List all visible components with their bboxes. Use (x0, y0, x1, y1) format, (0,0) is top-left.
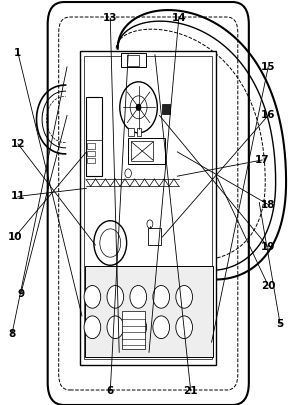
Circle shape (107, 316, 124, 339)
Circle shape (153, 286, 170, 308)
Circle shape (176, 286, 193, 308)
Text: 5: 5 (277, 319, 284, 329)
Bar (128, 128, 134, 136)
Bar (131, 141, 153, 161)
Text: 14: 14 (171, 13, 186, 23)
Bar (86, 97, 102, 176)
Text: 11: 11 (11, 192, 25, 201)
Bar (127, 55, 139, 66)
Text: 17: 17 (255, 155, 270, 165)
Bar (121, 53, 146, 67)
Circle shape (136, 104, 141, 110)
Text: 12: 12 (11, 139, 25, 149)
Text: 18: 18 (261, 200, 275, 209)
Text: 16: 16 (261, 111, 275, 120)
Circle shape (147, 220, 153, 228)
Bar (85, 266, 213, 357)
Bar (80, 51, 216, 364)
Bar (162, 104, 170, 114)
Circle shape (84, 316, 101, 339)
FancyBboxPatch shape (48, 2, 249, 405)
Bar (137, 128, 141, 136)
Circle shape (176, 316, 193, 339)
Bar (87, 151, 95, 156)
Circle shape (130, 96, 147, 119)
Text: 1: 1 (14, 48, 21, 58)
Text: 13: 13 (103, 13, 117, 23)
Bar (87, 158, 95, 163)
Circle shape (100, 229, 121, 257)
Circle shape (125, 169, 131, 178)
Text: 19: 19 (261, 242, 275, 252)
Circle shape (107, 286, 124, 308)
Text: 8: 8 (8, 329, 15, 339)
Text: 21: 21 (184, 386, 198, 396)
Bar (128, 138, 165, 164)
Circle shape (120, 82, 157, 133)
Circle shape (130, 316, 147, 339)
Bar (87, 143, 95, 149)
Circle shape (94, 221, 127, 265)
Text: 9: 9 (17, 289, 24, 298)
Text: 20: 20 (261, 281, 275, 290)
Circle shape (84, 286, 101, 308)
Text: 6: 6 (107, 386, 114, 396)
Bar (148, 228, 161, 245)
Circle shape (153, 316, 170, 339)
Circle shape (130, 286, 147, 308)
Text: 10: 10 (8, 232, 22, 242)
Text: 15: 15 (261, 62, 275, 72)
Bar (122, 311, 145, 349)
Bar (84, 56, 212, 359)
